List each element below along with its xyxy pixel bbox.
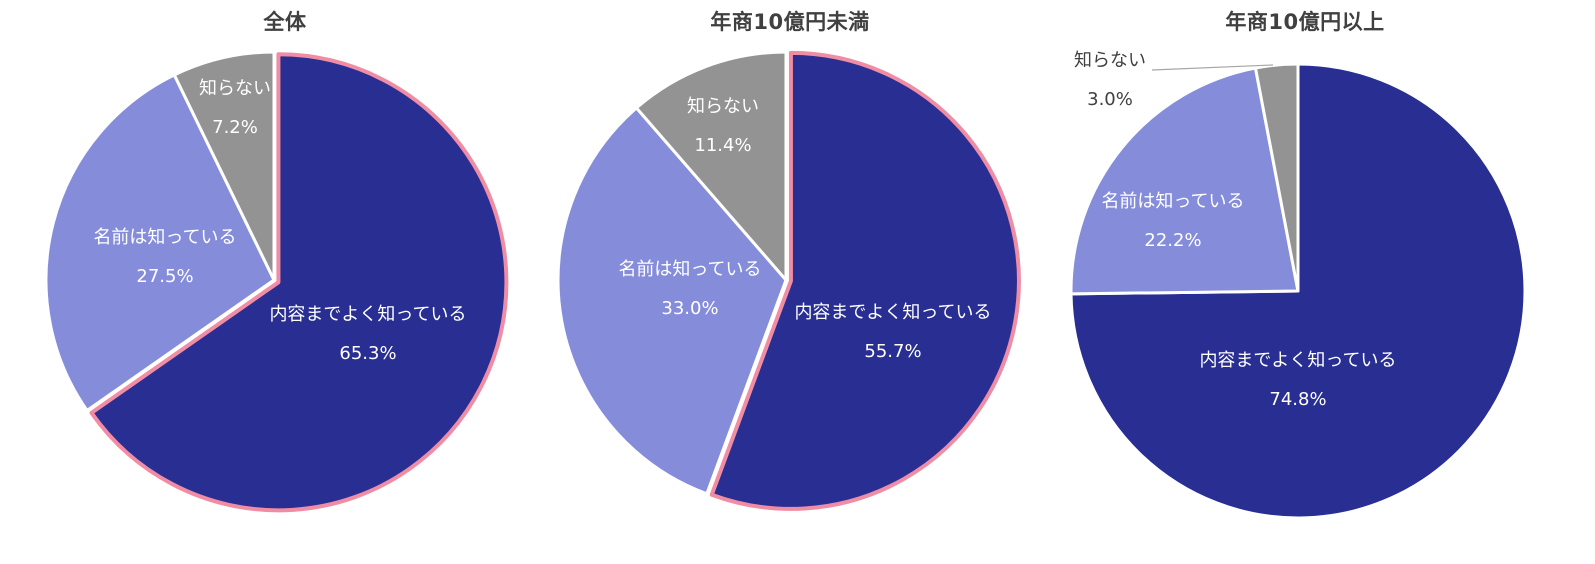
slice-category-label: 内容までよく知っている <box>794 302 991 323</box>
slice-value-label: 3.0% <box>1087 89 1133 110</box>
slice-value-label: 7.2% <box>212 117 258 138</box>
slice-dont-know <box>634 50 788 282</box>
chart-title: 年商10億円以上 <box>1225 10 1385 34</box>
leader-line <box>1151 64 1274 71</box>
slice-category-label: 知らない <box>1074 50 1146 71</box>
slice-know-name <box>1069 66 1300 296</box>
slice-value-label: 27.5% <box>136 266 193 287</box>
pie-chart-overall: 全体 内容までよく知っている 65.3% 名前は知っている 27.5% 知らない 7.2% <box>40 0 530 564</box>
slice-category-label: 内容までよく知っている <box>1199 350 1396 371</box>
pie-svg: 内容までよく知っている 55.7% 名前は知っている 33.0% 知らない 11.4% <box>556 50 1021 511</box>
pie-chart-over-1b: 年商10億円以上 内容までよく知っている 74.8% 名前は知っている 22.2% 知ら… <box>1060 0 1550 564</box>
pie-svg: 内容までよく知っている 74.8% 名前は知っている 22.2% 知らない 3.0% <box>1069 50 1527 520</box>
slice-know-well <box>89 52 509 513</box>
slice-know-well <box>1069 62 1527 520</box>
pie-svg: 内容までよく知っている 65.3% 名前は知っている 27.5% 知らない 7.2% <box>44 50 509 513</box>
slice-value-label: 33.0% <box>661 298 718 319</box>
slice-value-label: 55.7% <box>864 341 921 362</box>
slice-value-label: 65.3% <box>339 343 396 364</box>
slice-category-label: 内容までよく知っている <box>269 304 466 325</box>
slice-dont-know <box>172 50 276 282</box>
slice-category-label: 名前は知っている <box>1101 191 1244 212</box>
slice-value-label: 11.4% <box>694 135 751 156</box>
slice-know-name <box>556 106 788 496</box>
slice-dont-know <box>1253 62 1300 293</box>
slice-know-well <box>709 50 1021 511</box>
slice-category-label: 名前は知っている <box>93 227 236 248</box>
slice-category-label: 知らない <box>687 96 759 117</box>
slice-value-label: 22.2% <box>1144 230 1201 251</box>
slice-category-label: 名前は知っている <box>618 259 761 280</box>
pie-chart-under-1b: 年商10億円未満 内容までよく知っている 55.7% 名前は知っている 33.0% 知ら… <box>545 0 1035 564</box>
chart-title: 年商10億円未満 <box>710 10 870 34</box>
slice-know-name <box>44 73 276 413</box>
chart-title: 全体 <box>263 10 307 34</box>
slice-value-label: 74.8% <box>1269 389 1326 410</box>
slice-category-label: 知らない <box>199 78 271 99</box>
